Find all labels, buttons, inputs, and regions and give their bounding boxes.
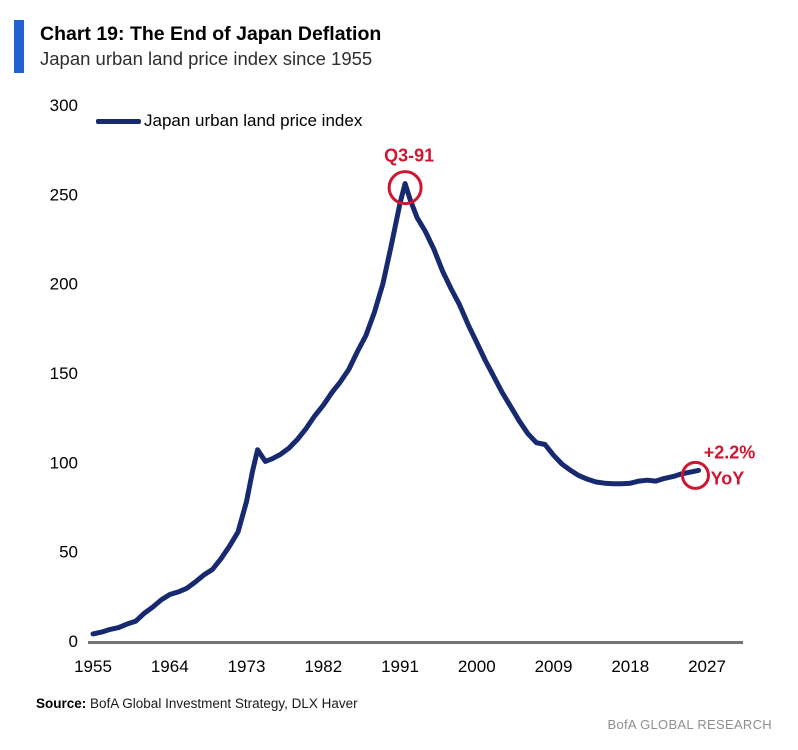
y-tick-label: 250	[50, 185, 78, 204]
brand-text: BofA GLOBAL RESEARCH	[607, 717, 772, 732]
end-annotation-circle	[680, 460, 710, 490]
x-tick-label: 1964	[151, 657, 189, 676]
source-note: Source: BofA Global Investment Strategy,…	[36, 696, 358, 711]
x-tick-label: 1955	[74, 657, 112, 676]
x-tick-label: 2000	[458, 657, 496, 676]
source-text: BofA Global Investment Strategy, DLX Hav…	[86, 696, 358, 711]
legend-line-swatch	[96, 118, 141, 124]
y-tick-label: 150	[50, 364, 78, 383]
x-tick-label: 2027	[688, 657, 726, 676]
x-tick-label: 1991	[381, 657, 419, 676]
y-tick-label: 50	[59, 543, 78, 562]
legend: Japan urban land price index	[96, 111, 362, 131]
chart-subtitle: Japan urban land price index since 1955	[40, 48, 373, 69]
peak-annotation-label: Q3-91	[384, 146, 434, 166]
x-tick-label: 2009	[535, 657, 573, 676]
y-tick-label: 300	[50, 96, 78, 115]
x-tick-label: 2018	[611, 657, 649, 676]
end-annotation-label-yoy: YoY	[711, 468, 745, 488]
y-tick-label: 200	[50, 275, 78, 294]
series-line	[90, 181, 701, 637]
x-tick-label: 1982	[304, 657, 342, 676]
chart-title: Chart 19: The End of Japan Deflation	[40, 23, 382, 45]
y-tick-label: 0	[69, 632, 78, 651]
y-tick-label: 100	[50, 453, 78, 472]
x-tick-label: 1973	[228, 657, 266, 676]
end-annotation-label-pct: +2.2%	[704, 442, 756, 462]
peak-annotation-circle	[387, 170, 423, 206]
title-accent-bar	[14, 20, 24, 73]
source-label: Source:	[36, 696, 87, 711]
legend-label: Japan urban land price index	[144, 111, 363, 130]
